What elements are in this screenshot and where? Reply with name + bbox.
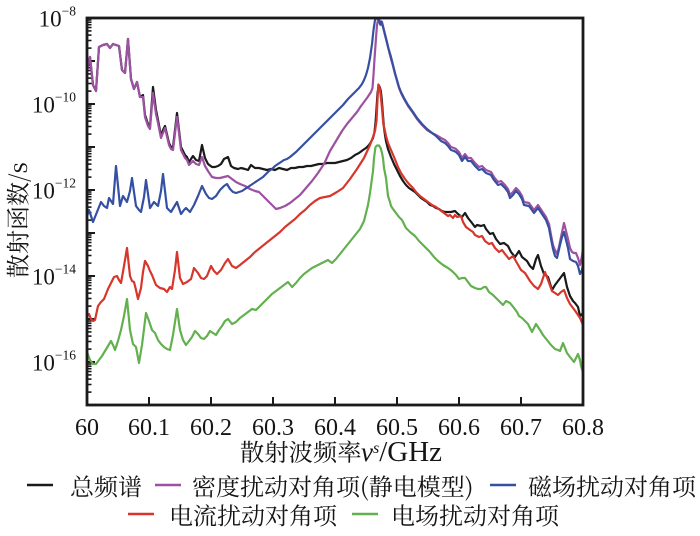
svg-text:60.7: 60.7 [500, 415, 542, 441]
svg-text:60.3: 60.3 [252, 415, 294, 441]
svg-text:60.2: 60.2 [190, 415, 232, 441]
svg-text:60.8: 60.8 [562, 415, 604, 441]
svg-text:60.4: 60.4 [314, 415, 356, 441]
svg-text:60.5: 60.5 [376, 415, 418, 441]
svg-text:60.1: 60.1 [128, 415, 170, 441]
svg-text:60: 60 [75, 415, 99, 441]
svg-text:60.6: 60.6 [438, 415, 480, 441]
